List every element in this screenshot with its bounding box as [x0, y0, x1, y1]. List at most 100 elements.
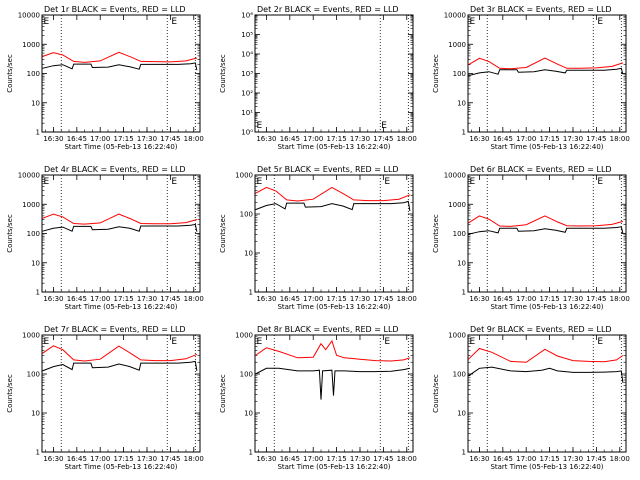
y-tick-label: 10⁴ — [241, 51, 253, 59]
y-tick-label: 10 — [457, 99, 466, 107]
panel-det-8: Det 8r BLACK = Events, RED = LLD 1 10 100 10… — [219, 325, 417, 471]
y-axis-label: Counts/sec — [6, 54, 14, 93]
y-tick-label: 10 — [457, 410, 466, 418]
plot-frame — [254, 334, 414, 453]
x-tick-label: 17:45 — [160, 455, 180, 463]
panel-title: Det 7r BLACK = Events, RED = LLD — [44, 325, 186, 334]
y-tick-label: 1000 — [448, 332, 466, 340]
series-lld-line — [42, 345, 198, 362]
x-tick-label: 16:45 — [280, 135, 300, 143]
x-tick-label: 16:30 — [43, 295, 63, 303]
x-tick-label: 16:30 — [256, 455, 276, 463]
x-tick-label: 17:00 — [516, 135, 536, 143]
panel-title: Det 3r BLACK = Events, RED = LLD — [470, 5, 612, 14]
series-events-line — [468, 366, 624, 383]
x-tick-label: 16:45 — [493, 135, 513, 143]
y-tick-label: 1 — [462, 449, 466, 457]
y-axis-label: Counts/sec — [6, 214, 14, 253]
x-tick-label: 17:15 — [540, 135, 560, 143]
x-tick-label: 18:00 — [184, 135, 204, 143]
y-tick-label: 10¹ — [241, 109, 253, 117]
y-tick-label: 100 — [240, 371, 253, 379]
y-tick-label: 10000 — [444, 12, 466, 20]
x-tick-label: 16:45 — [67, 135, 87, 143]
y-axis-label: Counts/sec — [219, 374, 227, 413]
x-tick-label: 16:45 — [280, 295, 300, 303]
x-tick-label: 17:30 — [563, 295, 583, 303]
x-tick-label: 17:00 — [90, 135, 110, 143]
y-tick-label: 10 — [31, 99, 40, 107]
plot-frame — [41, 174, 201, 293]
x-axis-label: Start Time (05-Feb-13 16:22:40) — [64, 143, 177, 151]
plot-frame — [467, 174, 627, 293]
x-tick-label: 18:00 — [610, 135, 630, 143]
x-tick-label: 16:45 — [493, 295, 513, 303]
panel-det-9: Det 9r BLACK = Events, RED = LLD 1 10 100 10… — [432, 325, 630, 471]
series-events-line — [42, 223, 198, 232]
panel-title: Det 2r BLACK = Events, RED = LLD — [257, 5, 399, 14]
x-tick-label: 17:30 — [350, 455, 370, 463]
y-axis-label: Counts/sec — [219, 54, 227, 93]
event-marker: E — [257, 337, 263, 347]
x-tick-label: 17:30 — [350, 295, 370, 303]
event-marker: E — [44, 17, 50, 27]
y-tick-label: 1000 — [22, 332, 40, 340]
event-marker: E — [381, 121, 387, 131]
y-tick-label: 100 — [453, 230, 466, 238]
x-axis-label: Start Time (05-Feb-13 16:22:40) — [277, 303, 390, 311]
series-events-line — [42, 360, 198, 372]
panel-det-3: Det 3r BLACK = Events, RED = LLD 1 10 100 10… — [432, 5, 630, 151]
plot-frame — [41, 14, 201, 133]
panel-det-4: Det 4r BLACK = Events, RED = LLD 1 10 100 10… — [6, 165, 204, 311]
y-tick-label: 10 — [244, 250, 253, 258]
x-tick-label: 16:30 — [43, 135, 63, 143]
x-tick-label: 16:45 — [67, 455, 87, 463]
event-marker: E — [470, 177, 476, 187]
y-axis-label: Counts/sec — [432, 374, 440, 413]
y-tick-label: 10 — [31, 410, 40, 418]
y-tick-label: 1 — [36, 289, 40, 297]
y-tick-label: 10 — [244, 410, 253, 418]
y-tick-label: 1 — [462, 289, 466, 297]
x-tick-label: 17:30 — [563, 455, 583, 463]
y-tick-label: 1 — [36, 129, 40, 137]
x-tick-label: 16:30 — [469, 455, 489, 463]
x-tick-label: 17:00 — [90, 295, 110, 303]
x-tick-label: 18:00 — [610, 295, 630, 303]
x-axis-label: Start Time (05-Feb-13 16:22:40) — [277, 143, 390, 151]
x-tick-label: 17:45 — [586, 135, 606, 143]
y-axis-label: Counts/sec — [219, 214, 227, 253]
x-tick-label: 17:00 — [516, 455, 536, 463]
series-lld-line — [468, 57, 624, 70]
x-tick-label: 17:00 — [90, 455, 110, 463]
series-events-line — [255, 367, 411, 400]
y-tick-label: 100 — [27, 230, 40, 238]
event-marker: E — [171, 337, 177, 347]
x-axis-label: Start Time (05-Feb-13 16:22:40) — [277, 463, 390, 471]
x-axis-label: Start Time (05-Feb-13 16:22:40) — [490, 463, 603, 471]
x-tick-label: 17:15 — [114, 455, 134, 463]
y-tick-label: 100 — [453, 371, 466, 379]
x-tick-label: 17:45 — [160, 135, 180, 143]
y-tick-label: 10000 — [18, 172, 40, 180]
y-tick-label: 1 — [249, 289, 253, 297]
panel-det-1: Det 1r BLACK = Events, RED = LLD 1 10 100 10… — [6, 5, 204, 151]
series-lld-line — [468, 347, 624, 363]
series-lld-line — [255, 339, 411, 362]
x-tick-label: 17:45 — [160, 295, 180, 303]
series-events-line — [468, 67, 624, 77]
y-tick-label: 10 — [31, 259, 40, 267]
x-tick-label: 16:30 — [469, 135, 489, 143]
plot-frame — [254, 174, 414, 293]
x-tick-label: 17:45 — [586, 295, 606, 303]
panel-det-6: Det 6r BLACK = Events, RED = LLD 1 10 100 10… — [432, 165, 630, 311]
panel-title: Det 9r BLACK = Events, RED = LLD — [470, 325, 612, 334]
x-tick-label: 18:00 — [397, 295, 417, 303]
x-tick-label: 18:00 — [610, 455, 630, 463]
x-axis-label: Start Time (05-Feb-13 16:22:40) — [490, 143, 603, 151]
event-marker: E — [384, 177, 390, 187]
x-tick-label: 16:30 — [256, 295, 276, 303]
panel-det-2: Det 2r BLACK = Events, RED = LLD 10⁰ 10¹ 10… — [219, 5, 417, 151]
x-tick-label: 18:00 — [397, 455, 417, 463]
